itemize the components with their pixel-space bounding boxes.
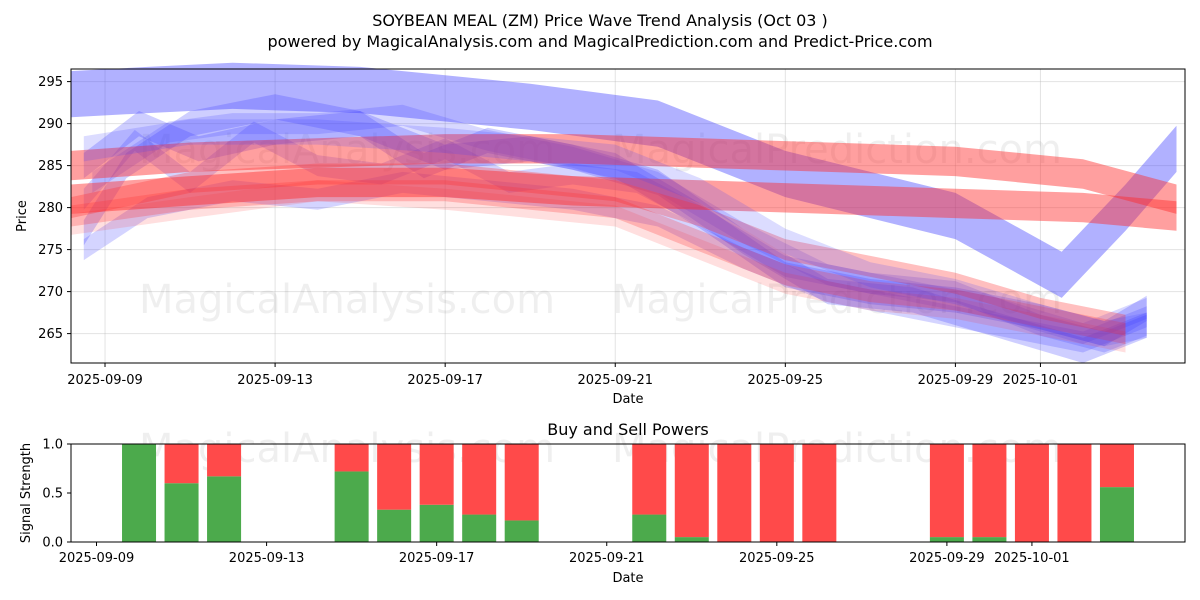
price-y-axis-label: Price [15, 200, 30, 232]
wave-band [71, 62, 1177, 298]
buy-sell-x-axis-label: Date [612, 571, 643, 586]
x-tick-label: 2025-09-13 [229, 551, 305, 566]
y-tick-label: 1.0 [42, 438, 63, 453]
x-tick-label: 2025-09-09 [59, 551, 135, 566]
x-tick-label: 2025-09-17 [399, 551, 475, 566]
x-tick-label: 2025-09-29 [909, 551, 985, 566]
wave-band [71, 134, 1177, 214]
x-tick-label: 2025-09-21 [577, 373, 653, 388]
watermark-text: MagicalAnalysis.com [139, 127, 555, 173]
wave-band [83, 111, 1147, 363]
sell-power-bar [1057, 444, 1092, 542]
x-tick-label: 2025-09-25 [739, 551, 815, 566]
y-tick-label: 275 [38, 243, 63, 258]
chart-title: SOYBEAN MEAL (ZM) Price Wave Trend Analy… [372, 11, 828, 30]
watermark-text: MagicalPrediction.com [612, 277, 1062, 323]
y-tick-label: 285 [38, 159, 63, 174]
buy-power-bar [419, 504, 454, 542]
y-tick-label: 280 [38, 201, 63, 216]
wave-band [92, 104, 1147, 345]
buy-power-bar [462, 514, 497, 542]
y-tick-label: 270 [38, 285, 63, 300]
sell-power-bar [462, 444, 497, 515]
buy-power-bar [334, 471, 369, 542]
price-watermarks: MagicalAnalysis.com MagicalPrediction.co… [139, 127, 1062, 323]
sell-power-bar [419, 444, 454, 505]
watermark-text: MagicalAnalysis.com [139, 277, 555, 323]
x-tick-label: 2025-09-25 [748, 373, 824, 388]
sell-power-bar [377, 444, 412, 510]
price-x-axis-label: Date [612, 392, 643, 407]
sell-power-bar [1099, 444, 1134, 488]
y-tick-label: 0.5 [42, 487, 63, 502]
sell-power-bar [929, 444, 964, 538]
buy-sell-x-ticks: 2025-09-09 2025-09-13 2025-09-17 2025-09-21… [59, 542, 1070, 566]
sell-power-bar [334, 444, 369, 472]
sell-power-bar [164, 444, 199, 484]
wave-band [71, 180, 1126, 353]
wave-band [83, 119, 1147, 347]
buy-sell-bars [122, 444, 1134, 542]
y-tick-label: 290 [38, 117, 63, 132]
wave-band [83, 171, 1147, 353]
buy-power-bar [674, 537, 709, 542]
x-tick-label: 2025-09-17 [407, 373, 483, 388]
sell-power-bar [504, 444, 539, 521]
sell-power-bar [972, 444, 1007, 538]
sell-power-bar [632, 444, 667, 515]
x-tick-label: 2025-09-21 [569, 551, 645, 566]
sell-power-bar [759, 444, 794, 542]
y-tick-label: 265 [38, 327, 63, 342]
buy-power-bar [122, 444, 157, 542]
buy-power-bar [632, 514, 667, 542]
x-tick-label: 2025-10-01 [1003, 373, 1079, 388]
wave-band [83, 94, 1147, 347]
buy-sell-y-axis-label: Signal Strength [19, 443, 34, 543]
y-tick-label: 295 [38, 75, 63, 90]
wave-band [83, 121, 1147, 353]
buy-power-bar [164, 483, 199, 542]
buy-power-bar [1099, 487, 1134, 542]
watermark-text: MagicalPrediction.com [612, 127, 1062, 173]
buy-power-bar [377, 509, 412, 542]
x-tick-label: 2025-09-09 [67, 373, 143, 388]
sell-power-bar [1014, 444, 1049, 542]
buy-sell-y-ticks: 0.0 0.5 1.0 [42, 438, 71, 551]
price-wave-series [71, 62, 1177, 363]
buy-power-bar [972, 537, 1007, 542]
buy-sell-title: Buy and Sell Powers [547, 420, 709, 439]
price-y-ticks: 265 270 275 280 285 290 295 [38, 75, 71, 342]
wave-band [71, 163, 1126, 336]
buy-sell-plot: Buy and Sell Powers MagicalAnalysis.com … [19, 420, 1186, 586]
sell-power-bar [802, 444, 837, 542]
sell-power-bar [717, 444, 752, 542]
price-x-ticks: 2025-09-09 2025-09-13 2025-09-17 2025-09-21… [67, 363, 1078, 388]
chart-subtitle: powered by MagicalAnalysis.com and Magic… [267, 32, 932, 51]
sell-power-bar [674, 444, 709, 538]
wave-band [71, 180, 1126, 345]
x-tick-label: 2025-09-29 [918, 373, 994, 388]
price-grid [71, 69, 1185, 363]
price-plot-frame [70, 68, 1186, 364]
buy-power-bar [504, 520, 539, 542]
sell-power-bar [207, 444, 242, 477]
buy-power-bar [207, 476, 242, 542]
x-tick-label: 2025-09-13 [237, 373, 313, 388]
price-plot-background [71, 69, 1185, 363]
y-tick-label: 0.0 [42, 536, 63, 551]
buy-power-bar [929, 537, 964, 542]
x-tick-label: 2025-10-01 [994, 551, 1070, 566]
wave-band [71, 167, 1177, 231]
price-wave-plot: MagicalAnalysis.com MagicalPrediction.co… [15, 62, 1186, 407]
